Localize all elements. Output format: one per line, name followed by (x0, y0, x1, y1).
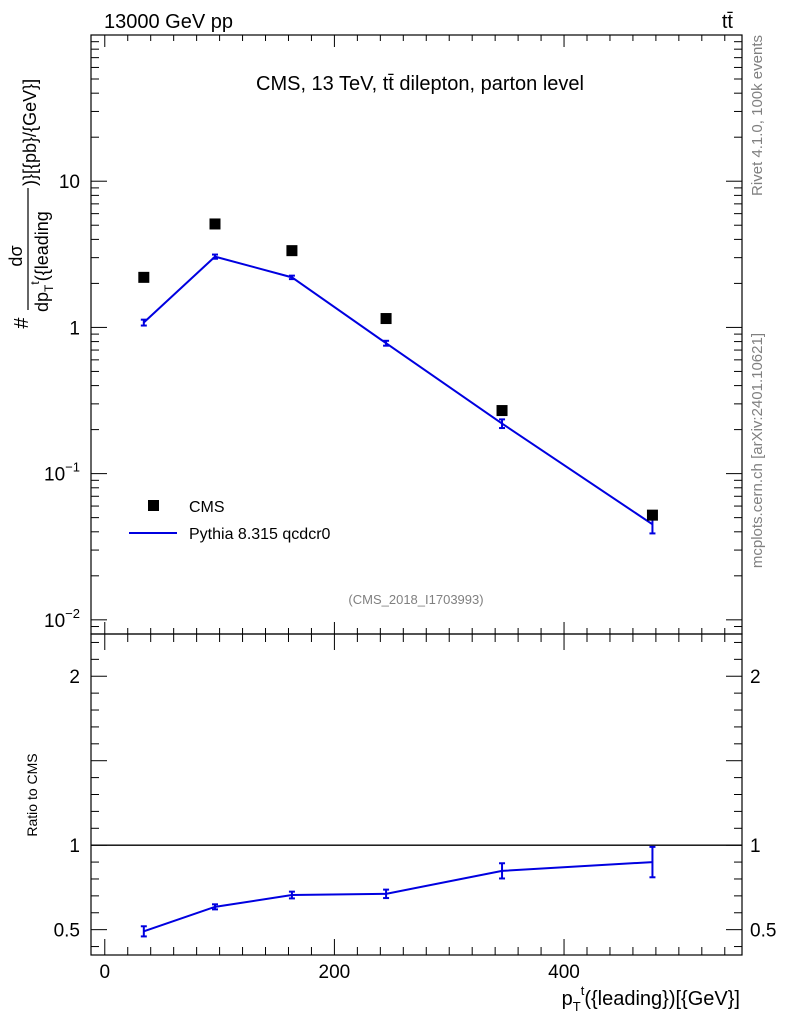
legend: CMS Pythia 8.315 qcdcr0 (129, 499, 331, 543)
ratio-y-label: Ratio to CMS (24, 753, 40, 836)
ylabel-den-rest: ({leading (32, 211, 52, 281)
main-y-tick-label: 10 (59, 172, 80, 193)
rivet-label: Rivet 4.1.0, 100k events (749, 35, 766, 196)
ratio-plot-frame (90, 633, 743, 956)
ratio-y-tick-label-left: 0.5 (54, 921, 80, 942)
main-y-label: # dσ dpTt({leading )}[{pb}/{GeV}] (6, 79, 56, 329)
pythia-line (143, 255, 654, 526)
analysis-annotation: (CMS_2018_I1703993) (348, 592, 483, 607)
main-y-tick-label: 1 (69, 318, 80, 339)
x-tick-label: 400 (548, 962, 580, 983)
mcplots-label: mcplots.cern.ch [arXiv:2401.10621] (749, 333, 766, 568)
main-y-ticks (91, 34, 742, 635)
legend-label-cms: CMS (189, 499, 225, 516)
cms-data-point (286, 245, 298, 257)
ratio-panel: 0.5 0.5 1 1 2 2 0 200 400 Ratio to CMS pTt({lead… (24, 633, 777, 1014)
ylabel-den-sub: T (42, 284, 56, 292)
cms-data-point (380, 313, 392, 325)
header-right: tt̄ (722, 11, 734, 33)
xlabel-rest: ({leading})[{GeV}] (584, 988, 740, 1010)
main-series (138, 218, 658, 535)
header-left: 13000 GeV pp (104, 11, 233, 33)
ratio-ticks (91, 634, 742, 955)
main-y-tick-label: 10−1 (44, 460, 80, 486)
ylabel-den-sup: t (28, 281, 42, 285)
ratio-series (140, 845, 656, 938)
cms-data-point (496, 405, 508, 417)
ylabel-hash: # (11, 317, 33, 329)
cms-data-point (209, 218, 221, 230)
xlabel-p: p (562, 988, 573, 1010)
x-tick-label: 200 (319, 962, 351, 983)
ylabel-num: dσ (6, 245, 26, 266)
main-y-tick-label-base: 1 (69, 318, 80, 339)
main-title: CMS, 13 TeV, tt̄ dilepton, parton level (256, 73, 584, 95)
cms-data-point (138, 271, 150, 283)
ylabel-tail: )}[{pb}/{GeV}] (20, 79, 40, 186)
main-y-tick-label-base: 10 (59, 172, 80, 193)
xlabel-sup: t (581, 983, 585, 998)
main-plot-frame (90, 34, 743, 635)
main-y-tick-label-base: 10 (44, 465, 65, 486)
ratio-y-tick-label-left: 2 (69, 667, 80, 688)
main-y-tick-label-exp: −1 (65, 460, 80, 475)
main-y-tick-label: 10−2 (44, 606, 80, 632)
x-tick-label: 0 (99, 962, 110, 983)
ratio-y-tick-label-right: 0.5 (750, 921, 776, 942)
ratio-y-tick-label-left: 1 (69, 836, 80, 857)
main-y-tick-label-base: 10 (44, 611, 65, 632)
x-axis-label: pTt({leading})[{GeV}] (562, 983, 740, 1014)
ratio-y-tick-label-right: 2 (750, 667, 761, 688)
cms-data-point (646, 509, 658, 521)
ratio-line (143, 861, 653, 933)
xlabel-sub: T (573, 999, 581, 1014)
ylabel-den-d: dp (32, 292, 52, 312)
main-y-tick-label-exp: −2 (65, 606, 80, 621)
legend-label-pythia: Pythia 8.315 qcdcr0 (189, 526, 331, 543)
ylabel-den: dpTt({leading (28, 211, 56, 312)
ratio-tick-labels: 0.5 0.5 1 1 2 2 0 200 400 (54, 667, 777, 983)
legend-marker-cms (148, 500, 159, 511)
ratio-y-tick-label-right: 1 (750, 836, 761, 857)
